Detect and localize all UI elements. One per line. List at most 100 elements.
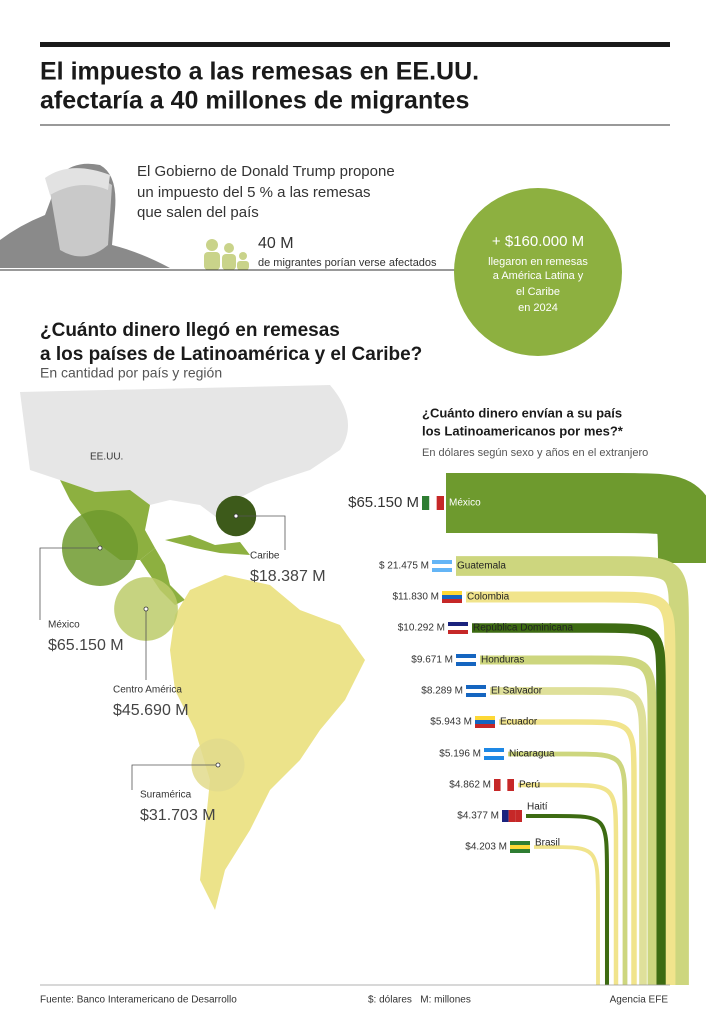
- region-name: México: [48, 620, 80, 631]
- flag: [442, 591, 462, 595]
- country-value: $ 21.475 M: [379, 561, 429, 572]
- callout-line: [236, 515, 286, 550]
- intro-line: El Gobierno de Donald Trump propone: [137, 163, 395, 180]
- region-name: Caribe: [250, 551, 280, 562]
- flag: [448, 622, 468, 626]
- country-name: Nicaragua: [509, 749, 555, 760]
- migrants-count: 40 M: [258, 235, 294, 252]
- flow-band: [466, 591, 676, 985]
- flag: [510, 841, 530, 845]
- country-value: $10.292 M: [398, 623, 445, 634]
- flow-band: [508, 751, 628, 985]
- portrait: [0, 163, 170, 268]
- flag: [448, 626, 468, 630]
- section-title: ¿Cuánto dinero llegó en remesas: [40, 320, 340, 341]
- highlight-line: a América Latina y: [493, 270, 584, 282]
- section-subtitle: En cantidad por país y región: [40, 365, 222, 381]
- callout-dot: [215, 762, 221, 768]
- flag: [475, 724, 495, 728]
- country-name: Brasil: [535, 838, 560, 849]
- region-name: Suramérica: [140, 790, 192, 801]
- top-rule: [40, 42, 670, 47]
- country-name: Honduras: [481, 655, 524, 666]
- flow-band: [526, 813, 610, 985]
- flag: [475, 716, 495, 720]
- country-name: República Dominicana: [473, 623, 573, 634]
- flag: [456, 654, 476, 658]
- flag: [508, 810, 516, 822]
- country-value: $4.203 M: [465, 842, 507, 853]
- flow-band: [499, 719, 637, 985]
- country-name: Ecuador: [500, 717, 538, 728]
- country-value: $8.289 M: [421, 686, 463, 697]
- section-title: a los países de Latinoamérica y el Carib…: [40, 344, 422, 365]
- flag: [429, 496, 437, 510]
- flag: [484, 748, 504, 752]
- country-name: Haití: [527, 802, 548, 813]
- region-value: $31.703 M: [140, 807, 216, 824]
- flag: [456, 662, 476, 666]
- callout-line: [131, 764, 218, 790]
- country-name: Guatemala: [457, 561, 506, 572]
- country-value: $11.830 M: [392, 592, 439, 603]
- flag: [456, 658, 476, 662]
- flag: [432, 560, 452, 564]
- callout-dot: [233, 513, 239, 519]
- flag: [515, 810, 522, 822]
- highlight-amount: + $160.000 M: [492, 233, 584, 250]
- country-value: $5.943 M: [430, 717, 472, 728]
- country-name: El Salvador: [491, 686, 543, 697]
- flow-band: [518, 782, 619, 985]
- highlight-line: llegaron en remesas: [488, 256, 588, 268]
- flows: $65.150 M México $ 21.475 M Guatemala $11.83…: [348, 473, 706, 985]
- flow-band: [456, 556, 689, 985]
- flow-band: [446, 473, 706, 564]
- flag: [502, 810, 509, 822]
- us-label: EE.UU.: [90, 452, 123, 463]
- highlight-circle: [454, 188, 622, 356]
- title-line: afectaría a 40 millones de migrantes: [40, 87, 469, 115]
- title-line: El impuesto a las remesas en EE.UU.: [40, 58, 479, 86]
- flag: [442, 599, 462, 603]
- flows-title: ¿Cuánto dinero envían a su país: [422, 405, 622, 420]
- flag: [510, 845, 530, 849]
- flag: [484, 756, 504, 760]
- flag: [466, 693, 486, 697]
- region-value: $18.387 M: [250, 568, 326, 585]
- footer-source: Fuente: Banco Interamericano de Desarrol…: [40, 995, 237, 1006]
- flag: [432, 564, 452, 568]
- flow-band: [480, 655, 657, 985]
- flag: [494, 779, 501, 791]
- country-name: Perú: [519, 780, 540, 791]
- flow-band: [534, 845, 600, 985]
- flag: [507, 779, 514, 791]
- people-icon: [204, 239, 249, 270]
- intro-line: un impuesto del 5 % a las remesas: [137, 184, 370, 201]
- flag: [466, 685, 486, 689]
- callout-dot: [97, 545, 103, 551]
- flag: [448, 630, 468, 634]
- flow-band: [472, 623, 666, 985]
- country-value: $4.377 M: [457, 811, 499, 822]
- flag: [500, 779, 508, 791]
- highlight-line: el Caribe: [516, 286, 560, 298]
- migrants-note: de migrantes porían verse afectados: [258, 257, 437, 269]
- region-value: $45.690 M: [113, 702, 189, 719]
- flag: [432, 568, 452, 572]
- regions: Caribe $18.387 M México $65.150 M Centro Amé…: [39, 495, 326, 824]
- flag: [442, 595, 462, 599]
- footer-agency: Agencia EFE: [610, 995, 669, 1006]
- flag: [466, 689, 486, 693]
- flag: [510, 849, 530, 853]
- region-value: $65.150 M: [48, 637, 124, 654]
- callout-dot: [143, 606, 149, 612]
- country-value: $4.862 M: [449, 780, 491, 791]
- region-name: Centro América: [113, 685, 182, 696]
- flag: [422, 496, 430, 510]
- intro-line: que salen del país: [137, 204, 259, 221]
- flag: [475, 720, 495, 724]
- footer-units: $: dólares M: millones: [368, 995, 471, 1006]
- callout-line: [39, 547, 100, 620]
- country-value: $65.150 M: [348, 494, 419, 511]
